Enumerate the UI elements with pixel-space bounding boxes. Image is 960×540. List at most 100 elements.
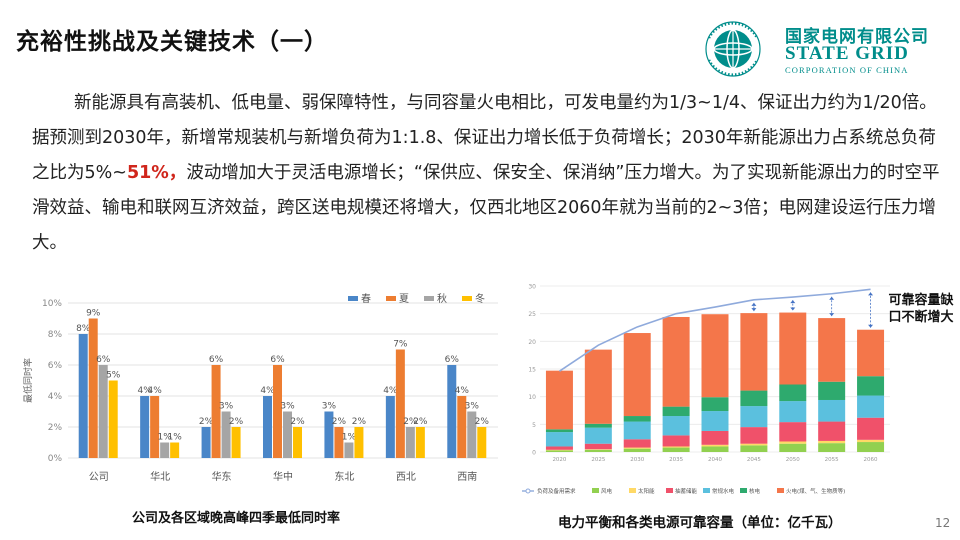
bar xyxy=(273,365,282,458)
bar xyxy=(283,411,292,458)
stacked-bar-segment xyxy=(662,435,690,447)
data-label: 2% xyxy=(413,417,428,427)
legend-label: 负荷及备用需求 xyxy=(537,487,576,495)
stacked-bar-segment xyxy=(701,397,729,412)
bar xyxy=(385,396,395,458)
data-label: 4% xyxy=(455,386,470,396)
stacked-bar-segment xyxy=(545,432,573,447)
stacked-bar-segment xyxy=(662,406,690,417)
data-label: 4% xyxy=(260,386,275,396)
stacked-bar-segment xyxy=(857,439,885,443)
stacked-bar-segment xyxy=(779,312,807,385)
stacked-bar-segment xyxy=(662,446,690,448)
legend-swatch xyxy=(592,488,599,493)
page-number: 12 xyxy=(935,516,951,530)
bar xyxy=(344,442,354,458)
bar xyxy=(467,411,477,458)
x-tick-label: 西南 xyxy=(457,470,477,483)
data-label: 3% xyxy=(465,402,480,412)
stacked-bar-segment xyxy=(779,422,807,442)
stacked-bar-segment xyxy=(584,449,612,452)
legend-label: 核电 xyxy=(749,487,761,495)
stacked-bar-segment xyxy=(857,417,885,440)
data-label: 5% xyxy=(106,371,121,381)
stacked-bar-segment xyxy=(701,446,729,452)
legend-swatch xyxy=(386,296,396,301)
stacked-bar-segment xyxy=(662,416,690,436)
stacked-bar-segment xyxy=(740,406,768,428)
stacked-bar-segment xyxy=(818,421,846,441)
stacked-bar-segment xyxy=(701,430,729,445)
bar xyxy=(415,427,425,458)
legend-swatch xyxy=(629,488,636,493)
bar xyxy=(170,442,180,458)
y-tick-label: 6% xyxy=(48,361,63,371)
stacked-bar-segment xyxy=(584,427,612,444)
data-label: 1% xyxy=(158,433,173,443)
bar xyxy=(78,334,88,458)
legend-label: 冬 xyxy=(475,292,485,305)
data-label: 2% xyxy=(199,417,214,427)
bar xyxy=(334,427,344,458)
bar xyxy=(108,380,118,458)
y-tick-label: 10 xyxy=(528,394,536,401)
data-label: 2% xyxy=(475,417,490,427)
x-tick-label: 华北 xyxy=(150,470,170,483)
stacked-bar-segment xyxy=(818,440,846,444)
data-label: 2% xyxy=(229,417,244,427)
gap-arrow-head xyxy=(790,307,796,311)
bar xyxy=(457,396,467,458)
data-label: 1% xyxy=(168,433,183,443)
y-tick-label: 15 xyxy=(528,367,536,374)
stacked-bar-segment xyxy=(779,384,807,402)
legend-label: 春 xyxy=(361,293,371,305)
bar xyxy=(221,411,231,458)
data-label: 7% xyxy=(393,340,408,350)
logo-subtitle-en: CORPORATION OF CHINA xyxy=(785,65,909,75)
bar xyxy=(324,411,334,458)
stacked-bar-segment xyxy=(545,446,573,450)
bar xyxy=(293,427,302,458)
data-label: 6% xyxy=(96,355,111,365)
gap-arrow-head xyxy=(751,302,757,306)
y-tick-label: 0% xyxy=(48,454,63,464)
y-tick-label: 8% xyxy=(48,330,63,340)
x-tick-label: 2060 xyxy=(864,457,878,463)
x-tick-label: 2040 xyxy=(708,457,722,463)
stacked-bar-segment xyxy=(623,439,651,448)
paragraph-text-after: 波动增加大于灵活电源增长；“保供应、保安全、保消纳”压力增大。为了实现新能源出力… xyxy=(32,163,940,253)
x-tick-label: 东北 xyxy=(334,470,354,483)
bar xyxy=(98,365,108,458)
data-label: 3% xyxy=(322,402,337,412)
bar xyxy=(263,396,272,458)
bar xyxy=(201,427,211,458)
bar xyxy=(88,318,98,458)
legend-label: 抽蓄储能 xyxy=(675,487,698,495)
legend-swatch xyxy=(777,488,784,493)
stacked-bar-segment xyxy=(662,316,690,407)
x-tick-label: 2045 xyxy=(747,457,761,463)
y-tick-label: 30 xyxy=(528,284,536,291)
gap-arrow-head xyxy=(868,324,874,328)
left-chart-caption: 公司及各区域晚高峰四季最低同时率 xyxy=(132,511,341,526)
x-tick-label: 华东 xyxy=(212,470,232,483)
stacked-bar-segment xyxy=(740,445,768,452)
x-tick-label: 西北 xyxy=(396,471,416,483)
stacked-bar-segment xyxy=(545,429,573,433)
gap-arrow-head xyxy=(790,300,796,304)
stacked-bar-segment xyxy=(623,333,651,417)
legend-line-marker xyxy=(525,488,531,494)
legend-swatch xyxy=(703,488,710,493)
legend-swatch xyxy=(462,296,472,301)
stacked-bar-segment xyxy=(818,381,846,400)
body-paragraph: 新能源具有高装机、低电量、弱保障特性，与同容量火电相比，可发电量约为1/3~1/… xyxy=(32,86,940,261)
gap-arrow-head xyxy=(829,313,835,317)
bar xyxy=(160,442,170,458)
legend-label: 秋 xyxy=(437,292,447,305)
stacked-bar-segment xyxy=(818,399,846,422)
data-label: 2% xyxy=(403,417,418,427)
gap-arrow-head xyxy=(751,308,757,312)
bar xyxy=(150,396,160,458)
bar xyxy=(395,349,405,458)
